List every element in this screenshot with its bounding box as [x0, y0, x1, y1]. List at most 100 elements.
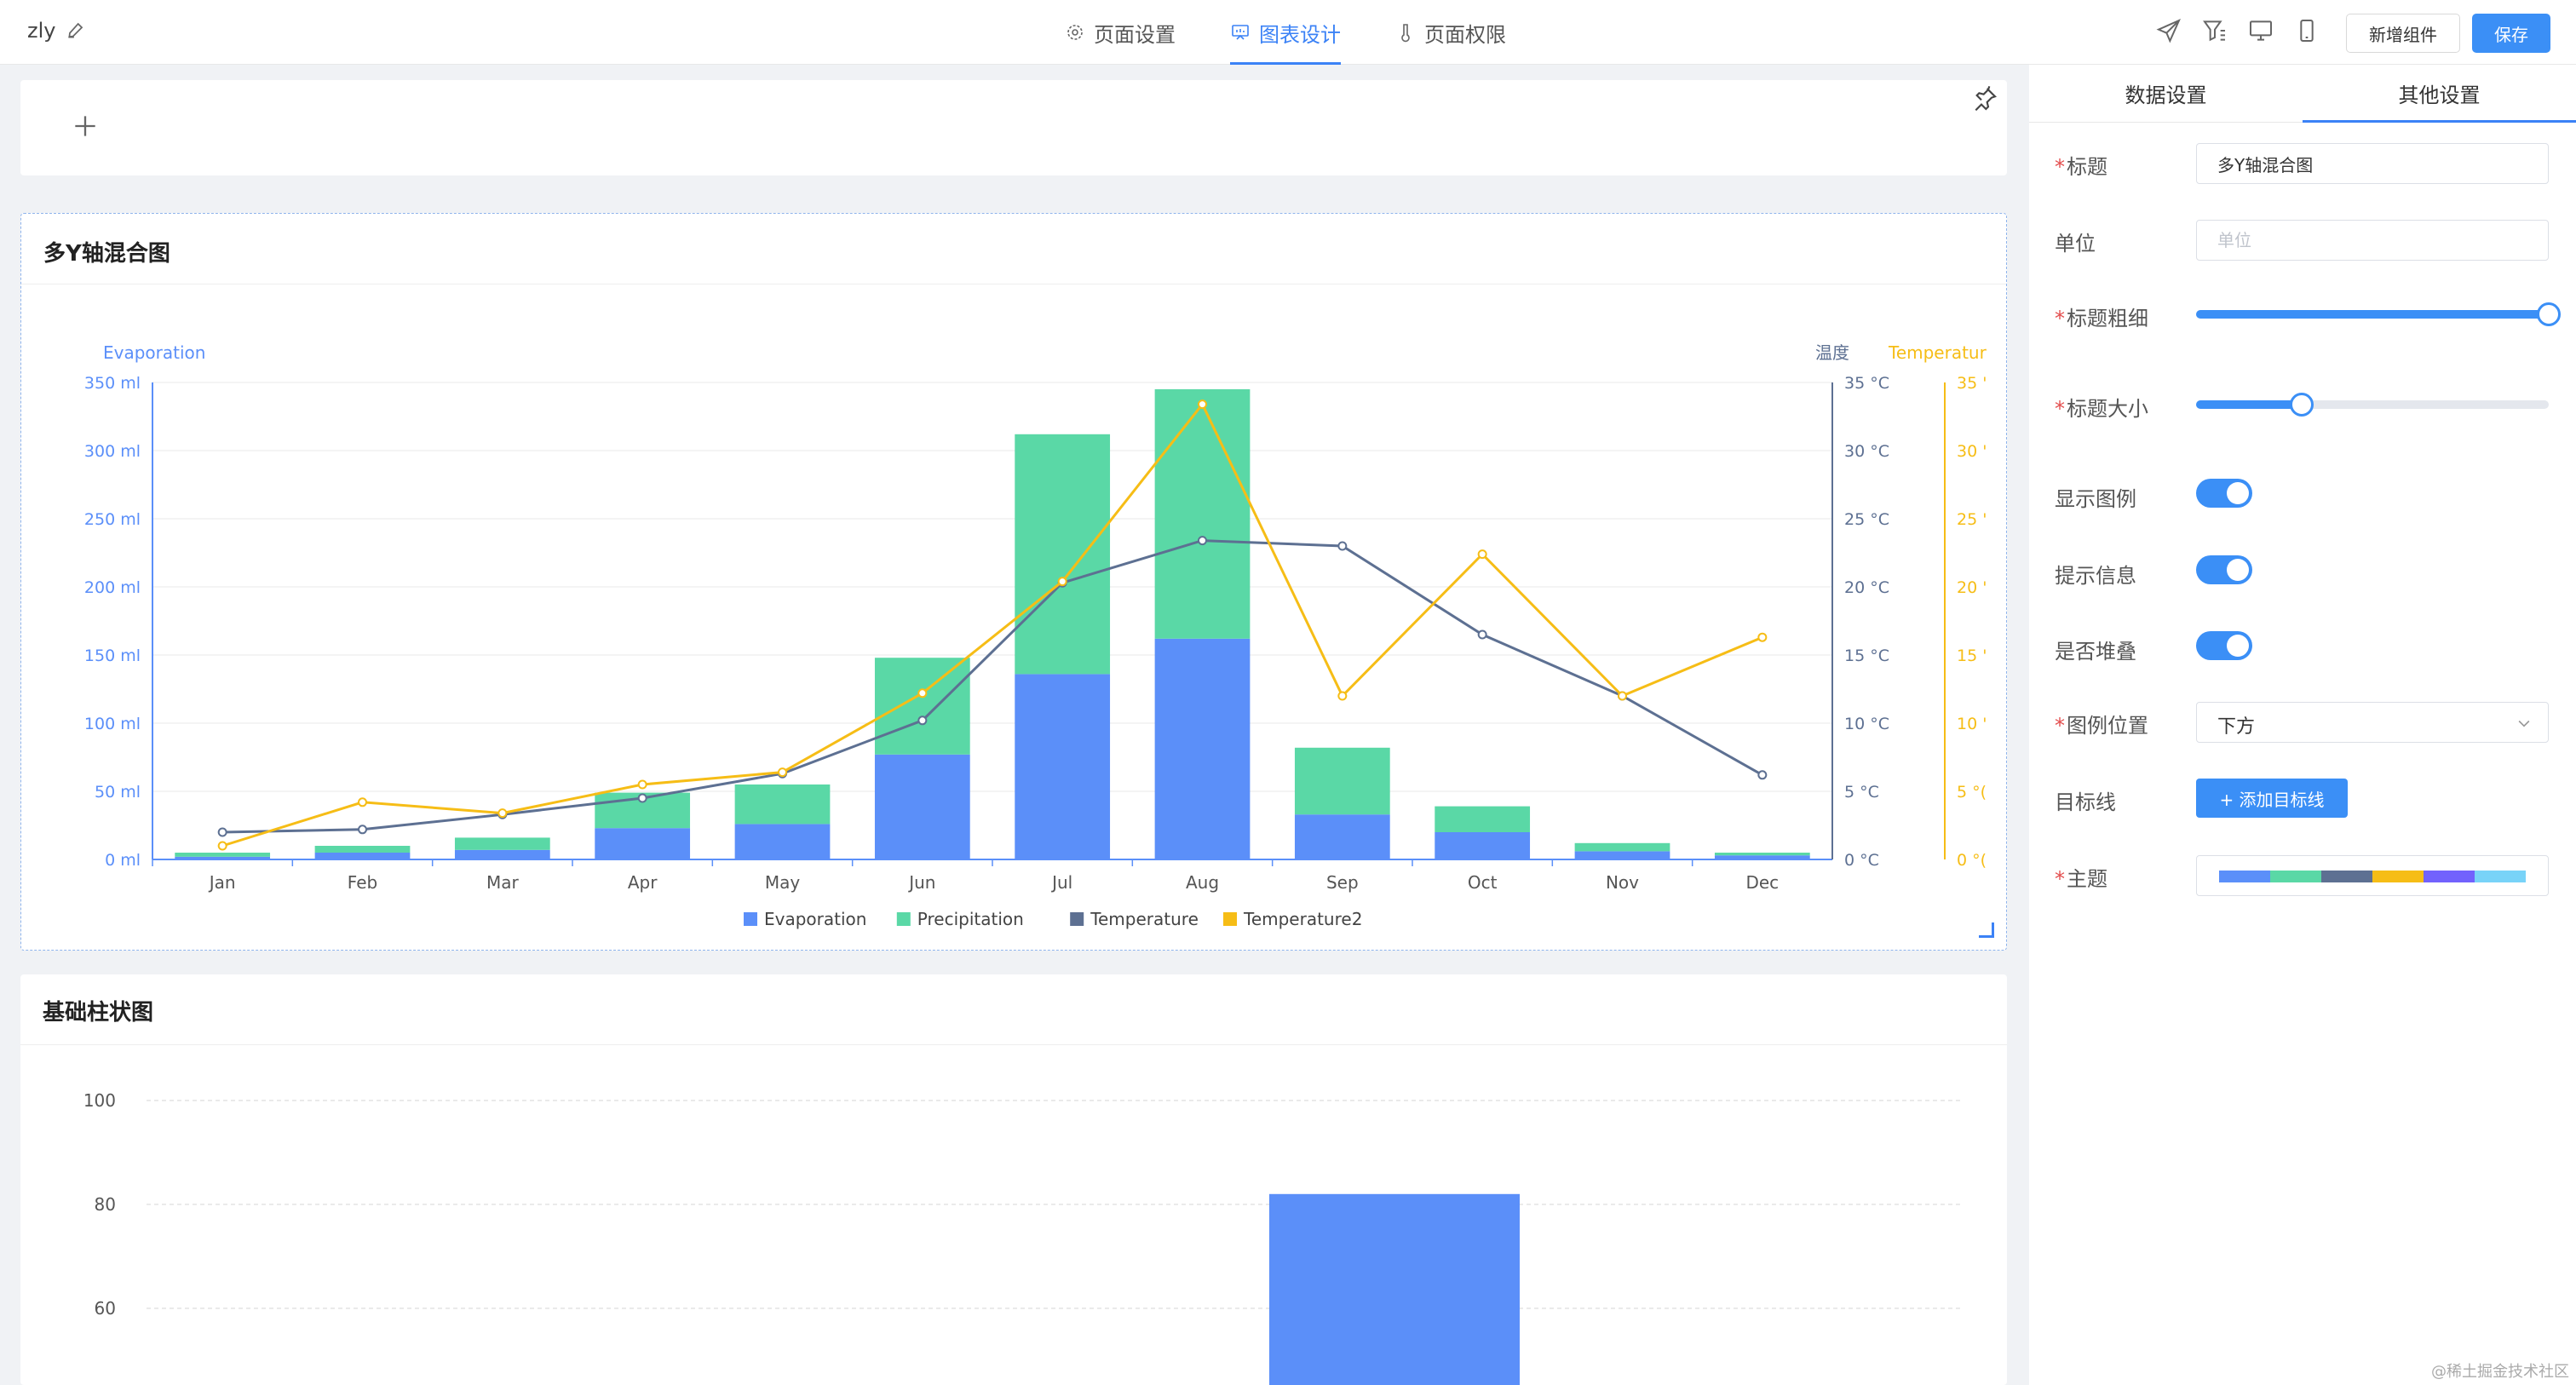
legend-label: Evaporation	[764, 909, 866, 929]
bar-precipitation	[175, 853, 271, 857]
legend-swatch	[1223, 912, 1237, 926]
required-mark: *	[2055, 714, 2065, 738]
multi-axis-chart: 0 ml 50 ml 100 ml 150 ml 200 ml 250 ml 300 ml 3…	[84, 342, 1987, 929]
line-point-temperature2	[358, 797, 367, 807]
tooltip-toggle[interactable]	[2196, 555, 2252, 584]
x-tick-label: Feb	[348, 872, 377, 893]
line-point-temperature2	[637, 779, 647, 790]
tab-chart-design[interactable]: 图表设计	[1230, 0, 1341, 65]
resize-handle[interactable]	[1979, 922, 1994, 938]
desktop-icon[interactable]	[2247, 17, 2274, 44]
required-mark: *	[2055, 867, 2065, 891]
y-tick-label-right1: 10 °C	[1844, 715, 1889, 733]
bar-evaporation	[734, 824, 831, 859]
y-tick-label-right2: 35 '	[1957, 374, 1987, 393]
pin-icon[interactable]	[1971, 85, 1998, 112]
line-point-temperature	[1757, 770, 1768, 780]
required-mark: *	[2055, 307, 2065, 330]
field-tooltip: 提示信息	[2055, 552, 2557, 593]
line-point-temperature	[358, 825, 367, 835]
line-point-temperature	[217, 827, 227, 837]
line-point-temperature2	[1337, 691, 1348, 701]
bar-precipitation	[314, 846, 411, 853]
x-tick-label: Mar	[486, 872, 520, 893]
add-component-button[interactable]: 新增组件	[2346, 14, 2460, 53]
y-tick-label-left: 150 ml	[84, 647, 141, 665]
theme-color-swatch	[2424, 871, 2475, 882]
basic-bar-chart: 60 80 100	[83, 1090, 1963, 1385]
y-tick-label-left: 300 ml	[84, 442, 141, 461]
title-weight-slider[interactable]	[2196, 302, 2561, 326]
chart-card-title: 多Y轴混合图	[43, 241, 170, 267]
chart-card-basic-bar[interactable]: 基础柱状图 60 80 100	[20, 974, 2007, 1385]
title-size-slider[interactable]	[2196, 393, 2549, 417]
bar-evaporation	[595, 828, 691, 859]
chart-card-multi-axis[interactable]: 多Y轴混合图 0 ml 50 ml 100 ml 150 ml 200 ml 250 ml…	[20, 213, 2007, 951]
chart-design-icon	[1232, 25, 1249, 40]
legend-label: Temperature	[1090, 909, 1199, 929]
line-point-temperature	[637, 793, 647, 803]
legend-position-select[interactable]: 下方	[2196, 702, 2549, 743]
theme-swatches	[2219, 871, 2526, 882]
filter-icon[interactable]	[2201, 17, 2228, 44]
permission-icon	[1401, 24, 1410, 43]
x-tick-label: Oct	[1468, 872, 1498, 893]
panel-tabs: 数据设置 其他设置	[2029, 65, 2576, 123]
add-component-area[interactable]	[20, 80, 2007, 175]
bar	[1269, 1193, 1520, 1385]
field-title-size: *标题大小	[2055, 385, 2557, 426]
x-tick-label: Dec	[1745, 872, 1779, 893]
y-tick-label-right2: 0 °(	[1957, 851, 1987, 870]
y-tick-label-right2: 10 '	[1957, 715, 1987, 733]
legend-swatch	[896, 912, 911, 926]
mobile-icon[interactable]	[2293, 17, 2320, 44]
slider-handle[interactable]	[2290, 393, 2314, 417]
tab-other-settings[interactable]: 其他设置	[2303, 65, 2576, 123]
top-bar: zly 页面设置 图表设计 页面权限 新增组件 保存	[0, 0, 2576, 65]
y-axis-right1-name: 温度	[1815, 342, 1849, 363]
y-tick-label-left: 0 ml	[105, 851, 141, 870]
bar-evaporation	[1574, 851, 1670, 859]
theme-color-swatch	[2475, 871, 2526, 882]
project-name: zly	[27, 19, 56, 43]
x-tick-label: Sep	[1326, 872, 1359, 893]
theme-color-swatch	[2372, 871, 2424, 882]
y-axis-left-name: Evaporation	[103, 342, 205, 363]
save-button[interactable]: 保存	[2472, 14, 2550, 53]
y-tick-label: 60	[95, 1298, 116, 1319]
slider-fill	[2196, 400, 2303, 409]
slider-fill	[2196, 310, 2549, 319]
field-label: 提示信息	[2055, 564, 2136, 588]
x-tick-label: Apr	[628, 872, 658, 893]
select-value: 下方	[2217, 716, 2256, 738]
watermark: @稀土掘金技术社区	[2431, 1363, 2569, 1381]
show-legend-toggle[interactable]	[2196, 479, 2252, 508]
plus-icon[interactable]	[68, 109, 102, 143]
send-icon[interactable]	[2155, 17, 2182, 44]
line-temperature2	[221, 401, 1763, 848]
x-tick-label: Aug	[1186, 872, 1219, 893]
y-tick-label: 100	[83, 1090, 116, 1111]
theme-color-swatch	[2270, 871, 2321, 882]
tab-data-settings[interactable]: 数据设置	[2125, 83, 2207, 107]
tab-page-permission[interactable]: 页面权限	[1395, 0, 1506, 65]
title-input[interactable]	[2196, 143, 2549, 184]
x-tick-label: Jun	[907, 872, 935, 893]
field-show-legend: 显示图例	[2055, 475, 2557, 516]
tab-page-settings[interactable]: 页面设置	[1065, 0, 1176, 65]
slider-handle[interactable]	[2537, 302, 2561, 326]
line-point-temperature2	[1477, 549, 1487, 560]
bar-evaporation	[1435, 832, 1531, 859]
field-unit: 单位	[2055, 220, 2557, 261]
legend-label: Precipitation	[917, 909, 1024, 929]
unit-input[interactable]	[2196, 220, 2549, 261]
chart-card-title: 基础柱状图	[43, 1000, 154, 1026]
y-axis-right2-name: Temperatur	[1888, 342, 1987, 363]
theme-select[interactable]	[2196, 855, 2549, 896]
add-target-line-button[interactable]: + 添加目标线	[2196, 779, 2348, 818]
edit-icon[interactable]	[65, 19, 87, 41]
stacked-toggle[interactable]	[2196, 631, 2252, 660]
y-tick-label-right2: 15 '	[1957, 647, 1987, 665]
y-tick-label-left: 350 ml	[84, 374, 141, 393]
required-mark: *	[2055, 155, 2065, 179]
